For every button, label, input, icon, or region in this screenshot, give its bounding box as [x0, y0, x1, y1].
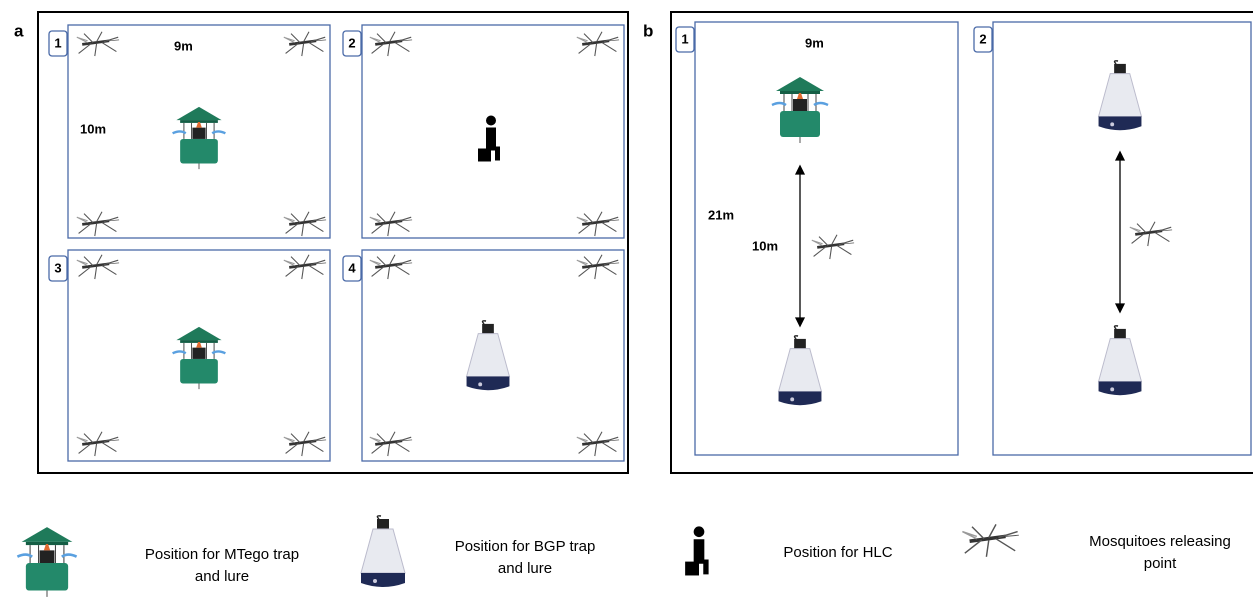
- number-box: [342, 255, 362, 282]
- room-number: 1: [681, 31, 688, 46]
- mosquitoes: [75, 30, 620, 457]
- room: [694, 21, 959, 456]
- height-label: 10m: [80, 121, 106, 136]
- distance-label: 10m: [752, 238, 778, 253]
- room: [67, 249, 331, 462]
- legend-icon: [15, 525, 79, 599]
- room-number: 2: [979, 31, 986, 46]
- legend-text: point: [1144, 555, 1177, 572]
- hlc-person: [478, 115, 500, 162]
- room-number: 4: [348, 260, 356, 275]
- bgp-trap: [1097, 60, 1143, 131]
- width-label: 9m: [805, 35, 824, 50]
- width-label: 9m: [174, 38, 193, 53]
- room-number: 3: [54, 260, 61, 275]
- bgp-trap: [1097, 325, 1143, 396]
- mosquito: [810, 233, 855, 260]
- panel-label: b: [643, 21, 653, 40]
- room: [67, 24, 331, 239]
- panel-b-frame: [670, 11, 1253, 474]
- mosquito: [1128, 220, 1173, 247]
- mtego-trap: [171, 105, 227, 171]
- legend-text: and lure: [195, 568, 249, 585]
- panel-a-frame: [37, 11, 629, 474]
- panel-label: a: [14, 21, 24, 40]
- number-box: [973, 26, 993, 53]
- room: [361, 249, 625, 462]
- number-box: [342, 30, 362, 57]
- bgp-trap: [465, 320, 511, 391]
- legend-text: and lure: [498, 560, 552, 577]
- room-number: 2: [348, 35, 355, 50]
- bgp-trap: [777, 335, 823, 406]
- mtego-trap: [171, 325, 227, 391]
- legend-icon: [685, 526, 709, 576]
- number-box: [675, 26, 695, 53]
- distance-arrow: [794, 150, 1126, 328]
- number-box: [48, 255, 68, 282]
- number-box: [48, 30, 68, 57]
- legend-text: Mosquitoes releasing: [1089, 533, 1231, 550]
- length-label: 21m: [708, 207, 734, 222]
- room-number: 1: [54, 35, 61, 50]
- legend-text: Position for HLC: [783, 544, 892, 561]
- legend-text: Position for MTego trap: [145, 546, 299, 563]
- room: [361, 24, 625, 239]
- room: [992, 21, 1252, 456]
- mtego-trap: [770, 75, 830, 145]
- legend-text: Position for BGP trap: [455, 538, 596, 555]
- legend-icon: [960, 522, 1020, 558]
- legend-icon: [360, 515, 406, 588]
